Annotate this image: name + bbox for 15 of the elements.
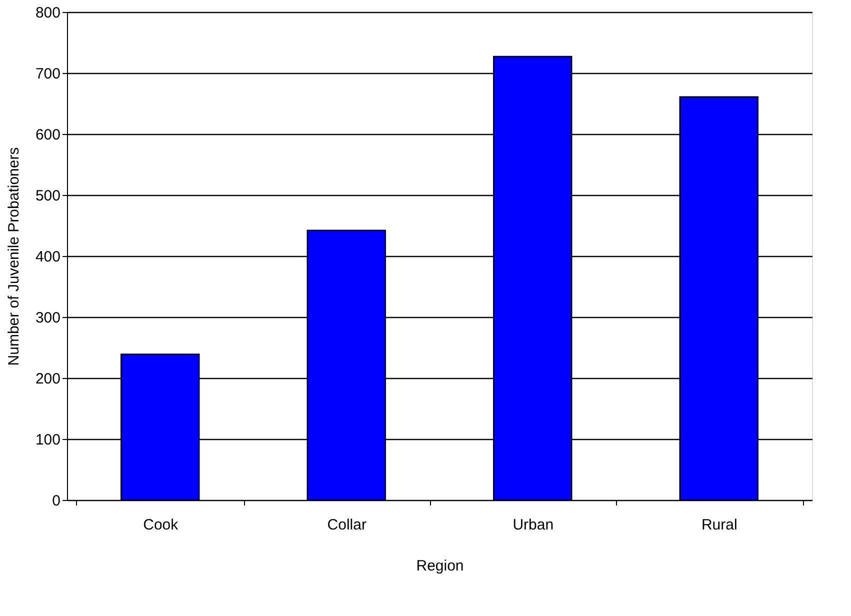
y-tick-label: 600 <box>35 126 60 144</box>
x-tick-label: Collar <box>327 516 366 534</box>
y-tick-label: 200 <box>35 370 60 388</box>
y-tick-label: 300 <box>35 310 60 326</box>
y-tick-label: 400 <box>35 248 60 266</box>
y-tick-label: 0 <box>52 492 60 510</box>
x-tick-label: Cook <box>143 516 179 534</box>
y-tick-label: 700 <box>35 66 60 82</box>
x-axis-title: Region <box>416 558 464 574</box>
y-tick-label: 800 <box>35 4 60 22</box>
x-tick-label: Rural <box>701 516 738 534</box>
y-tick-label: 100 <box>35 432 60 448</box>
y-axis-title: Number of Juvenile Probationers <box>5 147 22 366</box>
y-tick-label: 500 <box>35 188 60 204</box>
x-tick-label: Urban <box>512 516 554 534</box>
